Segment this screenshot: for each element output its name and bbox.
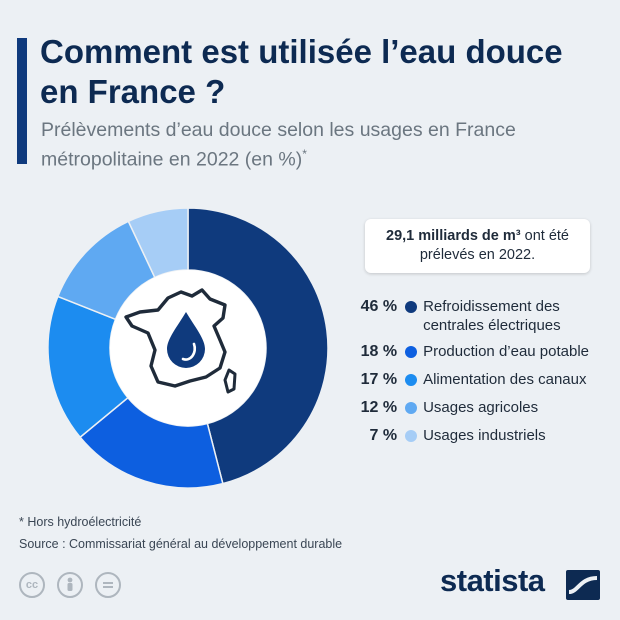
person-icon — [57, 572, 83, 598]
subtitle-footnote-mark: * — [302, 147, 307, 161]
statista-logo-icon — [566, 570, 600, 600]
donut-slices — [47, 207, 329, 489]
legend-swatch — [405, 430, 418, 442]
equals-icon — [95, 572, 121, 598]
legend-swatch — [405, 301, 418, 313]
cc-icon: cc — [19, 572, 45, 598]
source-note: Source : Commissariat général au dévelop… — [19, 537, 343, 551]
water-drop-icon — [167, 312, 205, 368]
donut-slice-5 — [127, 207, 189, 279]
title-accent-bar — [17, 38, 27, 164]
callout-text: 29,1 milliards de m³ ont été prélevés en… — [365, 227, 590, 265]
page-subtitle: Prélèvements d’eau douce selon les usage… — [41, 118, 601, 172]
legend-value: 18 % — [360, 343, 398, 360]
legend-item: 46 % Refroidissement des centrales électr… — [340, 296, 610, 335]
page-title: Comment est utilisée l’eau douce en Fran… — [40, 33, 563, 110]
statista-brand: statista — [440, 563, 545, 598]
legend-label: Refroidissement des centrales électrique… — [423, 298, 561, 334]
legend-value: 46 % — [360, 298, 398, 315]
callout-highlight: 29,1 milliards de m³ — [386, 228, 521, 244]
legend-item: 18 % Production d’eau potable — [340, 341, 610, 363]
legend-swatch — [405, 346, 418, 358]
total-volume-callout: 29,1 milliards de m³ ont été prélevés en… — [365, 219, 590, 273]
callout-rest: ont été prélevés en 2022. — [419, 228, 569, 263]
legend-item: 12 % Usages agricoles — [340, 397, 610, 419]
legend-label: Usages industriels — [423, 427, 546, 444]
legend-swatch — [405, 402, 418, 414]
legend-item: 7 % Usages industriels — [340, 425, 610, 447]
legend-value: 17 % — [360, 371, 398, 388]
legend-item: 17 % Alimentation des canaux — [340, 369, 610, 391]
legend-swatch — [405, 374, 418, 386]
footnote: * Hors hydroélectricité — [19, 515, 142, 529]
subtitle-text: Prélèvements d’eau douce selon les usage… — [41, 119, 516, 171]
legend-value: 7 % — [369, 427, 398, 444]
legend-value: 12 % — [360, 399, 398, 416]
legend-label: Production d’eau potable — [423, 343, 590, 360]
legend-label: Usages agricoles — [423, 399, 539, 416]
legend-label: Alimentation des canaux — [423, 371, 587, 388]
